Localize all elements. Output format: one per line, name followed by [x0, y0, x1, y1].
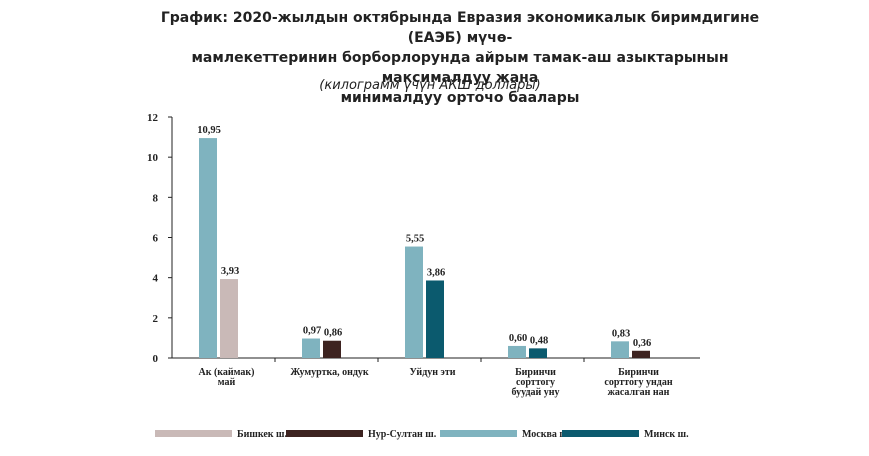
bar-moscow	[508, 345, 526, 358]
x-category-label: май	[218, 377, 236, 388]
y-tick-label: 6	[153, 233, 159, 245]
legend-label-minsk: Минск ш.	[644, 429, 689, 440]
bar-minsk	[529, 348, 547, 358]
bar-moscow	[302, 338, 320, 358]
chart-unit-subtitle: (килограмм үчүн АКШ доллары)	[319, 78, 541, 93]
y-tick-label: 0	[153, 353, 159, 365]
chart-title: График: 2020-жылдын октябрында Евразия э…	[150, 8, 770, 108]
x-category-label: сорттогу ундан	[604, 377, 672, 388]
y-tick-label: 12	[147, 112, 159, 124]
y-tick-label: 10	[147, 152, 159, 164]
x-category-label: сорттогу	[516, 377, 555, 388]
bar-value-label: 10,95	[197, 125, 221, 136]
bar-value-label: 0,86	[324, 328, 342, 339]
bar-bishkek	[220, 279, 238, 358]
bar-value-label: 3,93	[221, 266, 239, 277]
legend-label-nursultan: Нур-Султан ш.	[368, 429, 437, 440]
bar-value-label: 0,83	[612, 328, 630, 339]
legend-swatch-nursultan	[286, 430, 363, 437]
bar-nursultan	[632, 350, 650, 358]
x-category-label: жасалган нан	[608, 387, 670, 398]
bar-value-label: 5,55	[406, 234, 424, 245]
y-tick-label: 8	[153, 192, 159, 204]
x-category-label: буудай уну	[511, 387, 559, 398]
bar-value-label: 0,60	[509, 333, 527, 344]
x-category-label: Биринчи	[515, 367, 556, 378]
legend-label-bishkek: Бишкек ш.	[237, 429, 287, 440]
bar-value-label: 3,86	[427, 267, 445, 278]
bar-value-label: 0,97	[303, 326, 321, 337]
y-tick-label: 2	[153, 313, 159, 325]
bar-moscow	[199, 138, 217, 358]
bar-minsk	[426, 280, 444, 358]
bar-value-label: 0,48	[530, 335, 548, 346]
x-category-label: Уйдун эти	[409, 367, 455, 378]
bar-nursultan	[323, 340, 341, 358]
bar-moscow	[405, 246, 423, 358]
bar-moscow	[611, 341, 629, 358]
chart-title-line-1: График: 2020-жылдын октябрында Евразия э…	[160, 10, 760, 46]
x-category-label: Биринчи	[618, 367, 659, 378]
legend-swatch-minsk	[562, 430, 639, 437]
legend-swatch-moscow	[440, 430, 517, 437]
chart-title-line-2: мамлекеттеринин борборлорунда айрым тама…	[191, 50, 729, 86]
y-tick-label: 4	[153, 273, 159, 285]
x-category-label: Жумуртка, ондук	[290, 367, 369, 378]
legend-label-moscow: Москва ш.	[522, 429, 571, 440]
bar-value-label: 0,36	[633, 338, 651, 349]
chart-title-line-3: минималдуу орточо баалары	[340, 90, 580, 106]
x-category-label: Ак (каймак)	[198, 367, 254, 378]
legend-swatch-bishkek	[155, 430, 232, 437]
